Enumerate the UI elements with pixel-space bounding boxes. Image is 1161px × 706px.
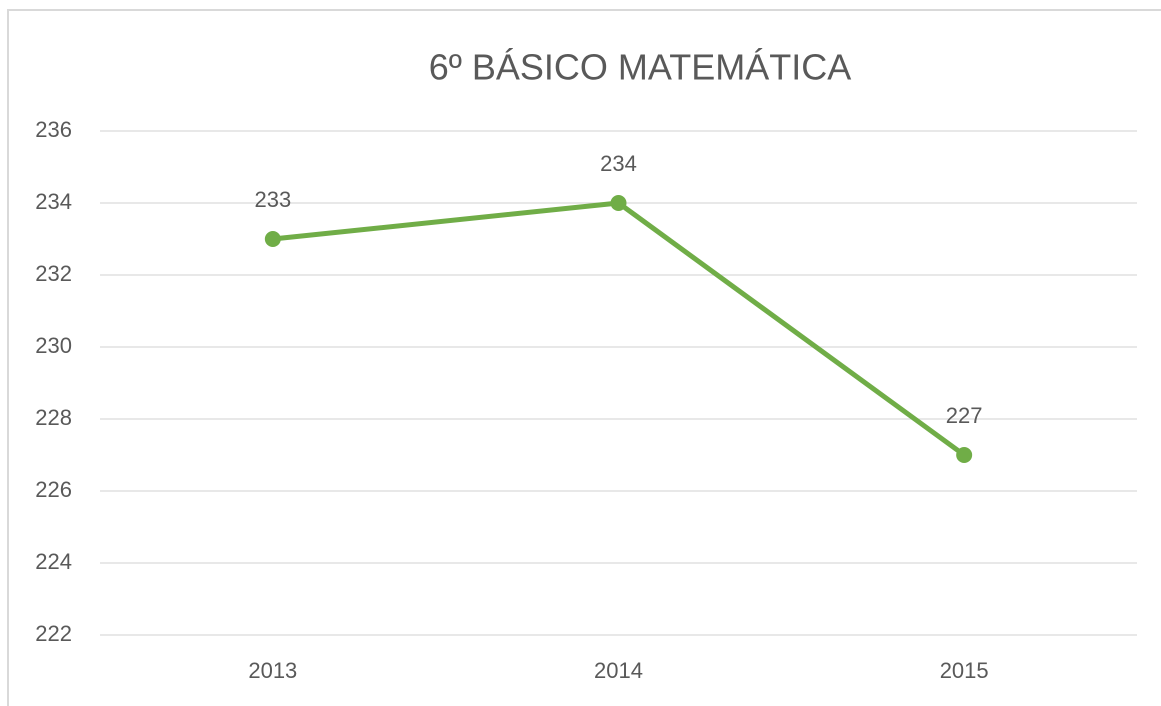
x-tick-label: 2013: [248, 658, 297, 683]
data-label: 234: [600, 151, 637, 176]
y-tick-label: 226: [35, 477, 72, 502]
data-point: [264, 231, 281, 247]
chart-frame: [7, 9, 1161, 706]
x-tick-label: 2014: [594, 658, 643, 683]
y-tick-label: 234: [35, 189, 72, 214]
y-tick-label: 232: [35, 261, 72, 286]
data-point: [610, 195, 627, 211]
data-label: 227: [946, 403, 983, 428]
y-tick-label: 236: [35, 117, 72, 142]
data-label: 233: [254, 187, 291, 212]
data-point: [956, 447, 973, 463]
y-tick-label: 222: [35, 621, 72, 646]
y-tick-label: 228: [35, 405, 72, 430]
x-tick-label: 2015: [940, 658, 989, 683]
y-tick-label: 230: [35, 333, 72, 358]
y-tick-label: 224: [35, 549, 72, 574]
chart-title: 6º BÁSICO MATEMÁTICA: [429, 47, 852, 88]
